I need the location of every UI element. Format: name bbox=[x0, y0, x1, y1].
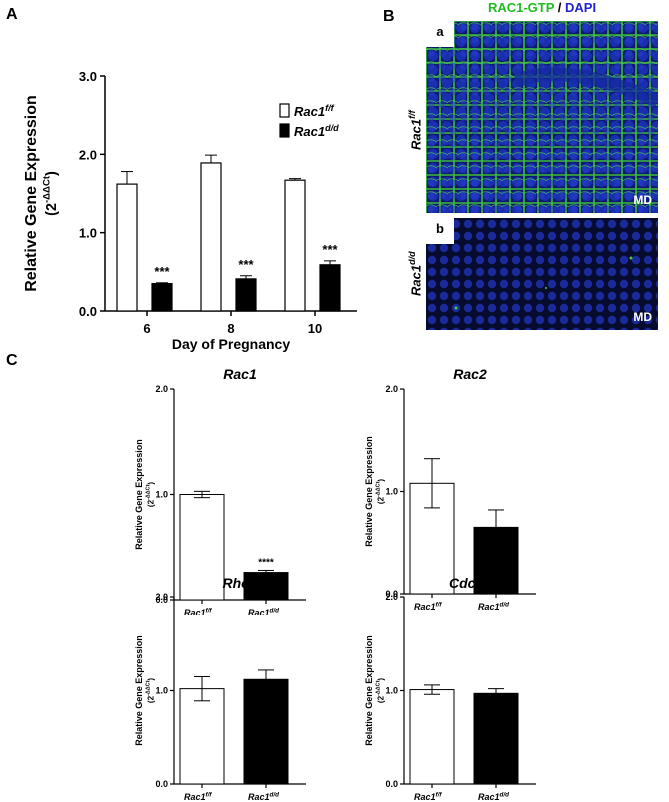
a-legend-label: Rac1d/d bbox=[294, 123, 339, 139]
y-axis-label-sub: (2-ΔΔCt) bbox=[376, 678, 386, 703]
bar bbox=[409, 689, 455, 785]
x-tick-label: Rac1d/d bbox=[478, 601, 509, 612]
y-tick-label: 2.0 bbox=[155, 384, 168, 394]
bar bbox=[473, 692, 519, 785]
y-tick-label: 0.0 bbox=[155, 779, 168, 789]
a-legend-swatch bbox=[279, 103, 290, 118]
y-axis-label-main: Relative Gene Expression bbox=[134, 635, 144, 746]
microscopy-title-rac1gtp: RAC1-GTP bbox=[487, 0, 555, 15]
microscopy-title-separator: / bbox=[554, 0, 565, 15]
a-x-tick-label: 10 bbox=[308, 321, 322, 336]
chart-title: Rac1 bbox=[223, 366, 257, 382]
chart-title: Cdc42 bbox=[449, 575, 491, 591]
a-legend-swatch bbox=[279, 123, 290, 138]
micrograph-bottom: b MD bbox=[426, 218, 658, 330]
x-tick-label: Rac1d/d bbox=[248, 791, 279, 802]
x-tick-label: Rac1f/f bbox=[414, 601, 442, 612]
micrograph-top-image bbox=[426, 21, 658, 213]
y-tick-label: 1.0 bbox=[385, 487, 398, 497]
bar bbox=[243, 678, 289, 785]
y-axis-label-main: Relative Gene Expression bbox=[134, 439, 144, 550]
a-bar bbox=[235, 278, 257, 312]
chart-rhoa: Rhoa 0.0 1.0 2.0 Relative Gene Expression (2-… bbox=[134, 575, 306, 802]
y-axis-label: Relative Gene Expression (2-ΔΔCt) bbox=[134, 439, 155, 550]
chart-rac1: Rac1 0.0 1.0 2.0 Relative Gene Expression (2-… bbox=[134, 366, 306, 615]
microscopy-title-dapi: DAPI bbox=[565, 0, 597, 15]
y-tick-label: 0.0 bbox=[385, 779, 398, 789]
y-axis-label: Relative Gene Expression (2-ΔΔCt) bbox=[364, 635, 385, 746]
a-significance-label: *** bbox=[238, 257, 254, 272]
x-tick-label: Rac1d/d bbox=[478, 791, 509, 802]
y-tick-label: 2.0 bbox=[385, 384, 398, 394]
chart-panel-a: 0.0 1.0 2.0 3.0 Relative Gene Expression (2-Δ… bbox=[23, 69, 357, 352]
y-axis-label-main: Relative Gene Expression bbox=[364, 635, 374, 746]
a-x-tick-label: 8 bbox=[227, 321, 234, 336]
chart-cdc42: Cdc42 0.0 1.0 2.0 Relative Gene Expression (2… bbox=[364, 575, 536, 802]
a-bar bbox=[319, 264, 341, 312]
micrograph-bottom-label: b bbox=[426, 218, 454, 244]
microscopy-title: RAC1-GTP / DAPI bbox=[426, 0, 658, 15]
a-y-axis-label: Relative Gene Expression (2-ΔΔCt) bbox=[23, 95, 60, 292]
micro-genotype-bottom: Rac1d/d bbox=[407, 251, 424, 296]
a-x-axis-label: Day of Pregnancy bbox=[172, 336, 290, 352]
panel-letter-b: B bbox=[383, 8, 395, 25]
a-y-axis-label-main: Relative Gene Expression bbox=[23, 95, 40, 292]
panel-letter-c: C bbox=[6, 352, 18, 369]
a-x-tick-label: 6 bbox=[143, 321, 150, 336]
a-bar bbox=[200, 162, 222, 312]
micro-genotype-top: Rac1f/f bbox=[407, 110, 424, 150]
a-bar bbox=[284, 179, 306, 312]
x-tick-label: Rac1f/f bbox=[414, 791, 442, 802]
a-y-tick-label: 1.0 bbox=[79, 226, 97, 241]
y-tick-label: 0.0 bbox=[155, 595, 168, 605]
y-axis-label-sub: (2-ΔΔCt) bbox=[146, 678, 156, 703]
chart-rac2: Rac2 0.0 1.0 2.0 Relative Gene Expression (2-… bbox=[364, 366, 536, 612]
a-bar bbox=[151, 282, 173, 312]
a-bar bbox=[116, 183, 138, 312]
a-y-tick-label: 3.0 bbox=[79, 69, 97, 84]
y-axis-label-sub: (2-ΔΔCt) bbox=[376, 479, 386, 504]
y-tick-label: 1.0 bbox=[385, 686, 398, 696]
a-y-tick-label: 2.0 bbox=[79, 147, 97, 162]
micrograph-top: a MD bbox=[426, 21, 658, 213]
x-tick-label: Rac1d/d bbox=[248, 607, 279, 615]
micrograph-top-region: MD bbox=[633, 193, 652, 207]
x-tick-label: Rac1f/f bbox=[184, 607, 212, 615]
y-tick-label: 2.0 bbox=[155, 592, 168, 602]
y-tick-label: 0.0 bbox=[385, 589, 398, 599]
y-tick-label: 1.0 bbox=[155, 686, 168, 696]
a-significance-label: *** bbox=[154, 264, 170, 279]
y-axis-label: Relative Gene Expression (2-ΔΔCt) bbox=[364, 436, 385, 547]
micrograph-bottom-image bbox=[426, 218, 658, 330]
a-legend-label: Rac1f/f bbox=[294, 103, 335, 119]
y-tick-label: 2.0 bbox=[385, 592, 398, 602]
chart-title: Rac2 bbox=[453, 366, 487, 382]
bar bbox=[179, 688, 225, 785]
y-tick-label: 1.0 bbox=[155, 490, 168, 500]
y-axis-label-main: Relative Gene Expression bbox=[364, 436, 374, 547]
a-y-axis-label-sub: (2-ΔΔCt) bbox=[42, 171, 60, 216]
chart-title: Rhoa bbox=[223, 575, 258, 591]
x-tick-label: Rac1f/f bbox=[184, 791, 212, 802]
micrograph-bottom-region: MD bbox=[633, 310, 652, 324]
significance-label: **** bbox=[258, 557, 274, 568]
a-y-tick-label: 0.0 bbox=[79, 304, 97, 319]
y-axis-label: Relative Gene Expression (2-ΔΔCt) bbox=[134, 635, 155, 746]
a-significance-label: *** bbox=[322, 242, 338, 257]
panel-letter-a: A bbox=[6, 6, 18, 23]
y-axis-label-sub: (2-ΔΔCt) bbox=[146, 482, 156, 507]
micrograph-top-label: a bbox=[426, 21, 454, 47]
